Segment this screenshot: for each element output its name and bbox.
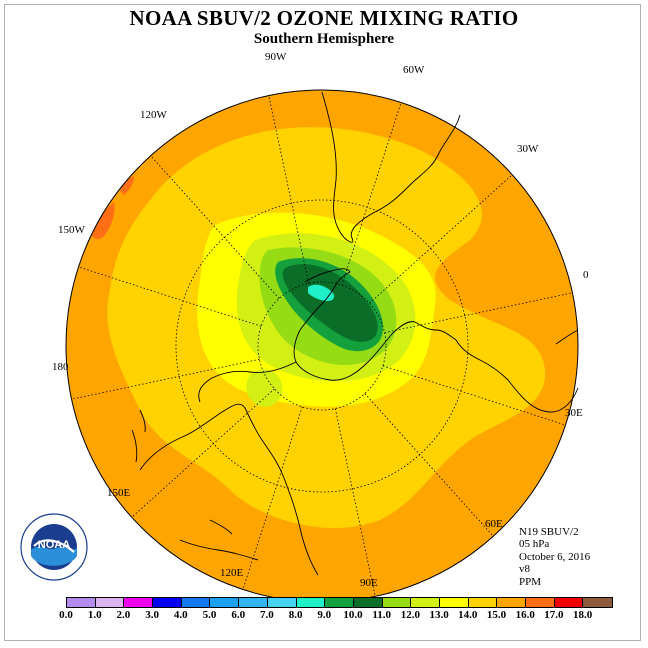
- ozone-field: [66, 90, 578, 602]
- colorbar-tick-label: 12.0: [400, 609, 421, 621]
- info-version: v8: [519, 563, 530, 576]
- figure-frame: [4, 4, 641, 641]
- ozone-patch-16b: [120, 176, 134, 195]
- meridian-line: [382, 365, 566, 426]
- meridian-lines: [71, 95, 573, 597]
- coast-south-america: [321, 91, 461, 243]
- colorbar-swatch: [526, 598, 555, 607]
- colorbar-swatch: [468, 598, 498, 607]
- colorbar-swatch: [439, 598, 469, 607]
- lon-label-120w: 120W: [140, 109, 168, 121]
- info-block: N19 SBUV/2 05 hPa October 6, 2016 v8 PPM: [519, 526, 590, 588]
- info-satellite: N19 SBUV/2: [519, 526, 579, 538]
- colorbar-tick-label: 15.0: [486, 609, 507, 621]
- colorbar-swatch: [67, 598, 96, 607]
- colorbar-swatch: [153, 598, 182, 607]
- lon-label-120e: 120E: [220, 567, 244, 579]
- lon-label-30e: 30E: [565, 407, 583, 419]
- lon-label-0: 0: [583, 269, 589, 281]
- coast-indonesia: [179, 519, 259, 561]
- colorbar-swatch: [296, 598, 326, 607]
- figure-title: NOAA SBUV/2 OZONE MIXING RATIO: [129, 6, 519, 30]
- colorbar-swatch: [267, 598, 297, 607]
- lon-label-150e: 150E: [107, 487, 131, 499]
- coast-africa-edge: [555, 329, 579, 345]
- latitude-circle-outer: [175, 199, 469, 493]
- graticule: [71, 95, 573, 597]
- lon-label-60w: 60W: [403, 64, 425, 76]
- info-date: October 6, 2016: [519, 550, 591, 563]
- info-pressure: 05 hPa: [519, 538, 550, 551]
- lon-label-90w: 90W: [265, 51, 287, 63]
- colorbar-swatch: [353, 598, 383, 607]
- colorbar-tick-label: 16.0: [515, 609, 535, 621]
- meridian-line: [242, 406, 303, 590]
- colorbar-tick-label: 6.0: [231, 609, 246, 621]
- colorbar-tick-label: 5.0: [202, 609, 217, 621]
- colorbar-tick-label: 4.0: [173, 609, 188, 621]
- meridian-line: [384, 292, 573, 334]
- colorbar-tick-label: 17.0: [544, 609, 564, 621]
- colorbar-tick-label: 3.0: [145, 609, 159, 621]
- coast-new-zealand: [131, 409, 146, 463]
- colorbar-swatch: [210, 598, 240, 607]
- colorbar-tick-label: 0.0: [59, 609, 73, 621]
- colorbar-swatch: [382, 598, 412, 607]
- coast-australia: [139, 403, 319, 576]
- lon-label-90e: 90E: [360, 577, 378, 589]
- colorbar-tick-label: 14.0: [458, 609, 478, 621]
- meridian-line: [131, 388, 275, 518]
- meridian-line: [150, 155, 280, 299]
- coast-ross-sea: [198, 361, 297, 403]
- logo-wave: [31, 546, 77, 566]
- colorbar-tick-label: 9.0: [317, 609, 332, 621]
- longitude-labels: 90W 60W 30W 0 30E 60E 90E 120E 150E 180 …: [52, 51, 589, 589]
- meridian-line: [369, 174, 513, 304]
- figure-subtitle: Southern Hemisphere: [253, 31, 395, 47]
- lon-label-180: 180: [52, 361, 69, 373]
- colorbar-tick-label: 13.0: [429, 609, 449, 621]
- colorbar-tick-label: 2.0: [116, 609, 131, 621]
- ozone-blob-southwest: [246, 369, 283, 407]
- colorbar-tick-labels: 0.0 1.0 2.0 3.0 4.0 5.0 6.0 7.0 8.0 9.0 10.0 11.0 12…: [0, 609, 648, 623]
- colorbar-swatch: [239, 598, 268, 607]
- colorbar-swatch: [95, 598, 125, 607]
- colorbar-tick-label: 1.0: [87, 609, 102, 621]
- meridian-line: [334, 408, 376, 597]
- colorbar-swatch: [411, 598, 440, 607]
- coast-east-antarctica: [455, 339, 579, 413]
- colorbar-swatch: [325, 598, 354, 607]
- logo-gull: [33, 539, 75, 553]
- colorbar-tick-label: 10.0: [343, 609, 363, 621]
- colorbar: [66, 597, 614, 608]
- lon-label-30w: 30W: [517, 143, 539, 155]
- lon-label-60e: 60E: [485, 518, 503, 530]
- colorbar-tick-label: 18.0: [572, 609, 593, 621]
- colorbar-swatch: [124, 598, 154, 607]
- logo-text: NOAA: [38, 539, 70, 551]
- coastlines: [131, 91, 579, 576]
- colorbar-tick-label: 7.0: [260, 609, 274, 621]
- noaa-logo: NOAA: [20, 513, 88, 581]
- coast-antarctica: [293, 321, 457, 381]
- colorbar-tick-label: 11.0: [372, 609, 392, 621]
- ozone-patch-16a: [92, 202, 115, 239]
- meridian-line: [341, 102, 402, 286]
- colorbar-swatch: [583, 598, 613, 607]
- ozone-blob-east: [482, 338, 527, 396]
- meridian-line: [268, 95, 310, 284]
- info-units: PPM: [519, 575, 542, 588]
- colorbar-tick-label: 8.0: [288, 609, 303, 621]
- latitude-circle-inner: [257, 281, 387, 411]
- meridian-line: [78, 266, 262, 327]
- coast-antarctic-peninsula: [299, 268, 351, 331]
- lon-label-150w: 150W: [58, 224, 86, 236]
- colorbar-swatch: [181, 598, 211, 607]
- meridian-line: [364, 393, 494, 537]
- colorbar-swatch: [554, 598, 584, 607]
- colorbar-swatch: [497, 598, 526, 607]
- meridian-line: [71, 358, 260, 400]
